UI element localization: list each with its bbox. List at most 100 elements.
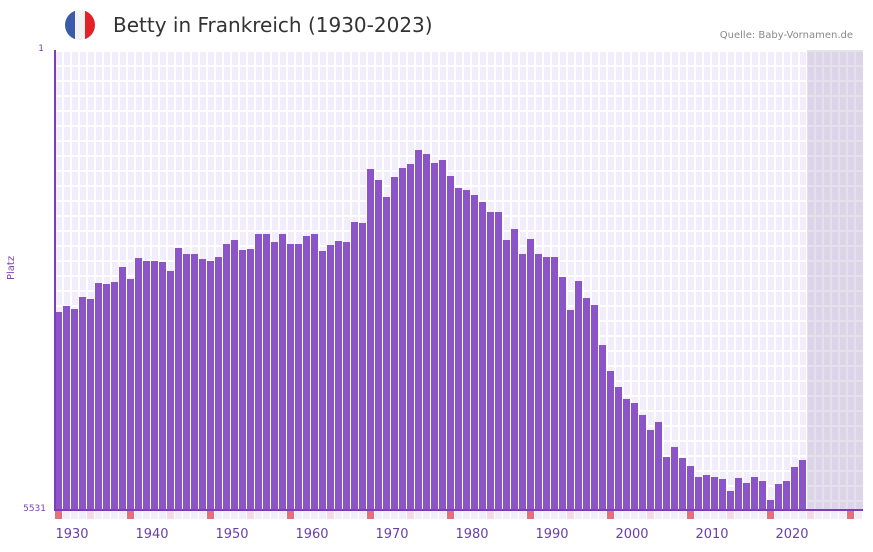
bar-1934[interactable]	[87, 298, 94, 510]
bar-1958[interactable]	[279, 233, 286, 510]
bar-1976[interactable]	[423, 153, 430, 510]
bar-1984[interactable]	[487, 211, 494, 510]
bar-1981[interactable]	[463, 189, 470, 510]
bar-1942[interactable]	[151, 260, 158, 510]
bar-1978[interactable]	[439, 159, 446, 510]
bar-2015[interactable]	[735, 477, 742, 510]
bar-1952[interactable]	[231, 239, 238, 510]
bar-2017[interactable]	[751, 476, 758, 510]
bar-2019[interactable]	[767, 499, 774, 510]
bar-1979[interactable]	[447, 175, 454, 510]
bar-2008[interactable]	[679, 458, 686, 510]
bar-1949[interactable]	[207, 260, 214, 510]
bar-1945[interactable]	[175, 247, 182, 510]
bar-1953[interactable]	[239, 249, 246, 510]
year-tick-1949	[207, 511, 214, 519]
bar-2000[interactable]	[615, 386, 622, 510]
bar-1989[interactable]	[527, 238, 534, 510]
bar-1939[interactable]	[127, 278, 134, 510]
bar-1951[interactable]	[223, 243, 230, 510]
bar-1977[interactable]	[431, 162, 438, 510]
bar-1932[interactable]	[71, 308, 78, 510]
bar-2001[interactable]	[623, 399, 630, 510]
bar-1971[interactable]	[383, 196, 390, 510]
bar-1936[interactable]	[103, 284, 110, 510]
bar-2020[interactable]	[775, 483, 782, 510]
bar-1965[interactable]	[335, 240, 342, 510]
bar-2002[interactable]	[631, 403, 638, 510]
bar-1960[interactable]	[295, 243, 302, 510]
bar-1947[interactable]	[191, 253, 198, 510]
bar-1993[interactable]	[559, 276, 566, 510]
bar-1940[interactable]	[135, 257, 142, 510]
bar-2010[interactable]	[695, 476, 702, 510]
bar-1967[interactable]	[351, 221, 358, 510]
bar-1963[interactable]	[319, 250, 326, 510]
bar-1991[interactable]	[543, 256, 550, 510]
bar-2014[interactable]	[727, 491, 734, 510]
bar-1975[interactable]	[415, 149, 422, 510]
bar-2022[interactable]	[791, 467, 798, 510]
source-credit: Quelle: Baby-Vornamen.de	[719, 30, 853, 41]
bar-1982[interactable]	[471, 194, 478, 510]
bar-2012[interactable]	[711, 476, 718, 510]
bar-1964[interactable]	[327, 244, 334, 510]
bar-2005[interactable]	[655, 422, 662, 510]
bar-1985[interactable]	[495, 211, 502, 510]
bar-1941[interactable]	[143, 260, 150, 510]
bar-1970[interactable]	[375, 179, 382, 510]
bar-1944[interactable]	[167, 270, 174, 510]
bar-2007[interactable]	[671, 447, 678, 510]
bar-1956[interactable]	[263, 233, 270, 510]
bar-1994[interactable]	[567, 309, 574, 510]
bar-1954[interactable]	[247, 248, 254, 510]
bar-1986[interactable]	[503, 239, 510, 510]
bar-1996[interactable]	[583, 297, 590, 510]
bar-1998[interactable]	[599, 344, 606, 510]
bar-1935[interactable]	[95, 283, 102, 510]
bar-1997[interactable]	[591, 304, 598, 510]
bar-1938[interactable]	[119, 266, 126, 510]
bar-1995[interactable]	[575, 280, 582, 510]
bar-1992[interactable]	[551, 256, 558, 510]
bar-2021[interactable]	[783, 480, 790, 510]
bar-1937[interactable]	[111, 282, 118, 510]
year-tick-2025	[815, 511, 822, 519]
bar-2013[interactable]	[719, 478, 726, 510]
bar-1990[interactable]	[535, 253, 542, 510]
year-tick-1937	[111, 511, 118, 519]
bar-2016[interactable]	[743, 482, 750, 510]
bar-1966[interactable]	[343, 241, 350, 510]
bar-1973[interactable]	[399, 167, 406, 510]
bar-1957[interactable]	[271, 241, 278, 510]
bar-1955[interactable]	[255, 233, 262, 510]
bar-1961[interactable]	[303, 235, 310, 510]
bar-1943[interactable]	[159, 261, 166, 510]
bar-1987[interactable]	[511, 228, 518, 510]
bar-1983[interactable]	[479, 201, 486, 510]
bar-1959[interactable]	[287, 243, 294, 510]
bar-2011[interactable]	[703, 474, 710, 510]
bar-2009[interactable]	[687, 466, 694, 510]
x-axis-line	[55, 509, 863, 511]
bar-1946[interactable]	[183, 253, 190, 510]
bar-1962[interactable]	[311, 233, 318, 510]
bar-2006[interactable]	[663, 457, 670, 510]
bar-1974[interactable]	[407, 163, 414, 510]
bar-1988[interactable]	[519, 253, 526, 510]
bar-1930[interactable]	[55, 311, 62, 510]
bar-2023[interactable]	[799, 460, 806, 510]
bar-1968[interactable]	[359, 222, 366, 510]
bar-1950[interactable]	[215, 256, 222, 510]
bar-1933[interactable]	[79, 296, 86, 510]
bar-1999[interactable]	[607, 371, 614, 510]
bar-1931[interactable]	[63, 305, 70, 510]
bar-1969[interactable]	[367, 168, 374, 510]
bar-2003[interactable]	[639, 415, 646, 510]
bar-2004[interactable]	[647, 429, 654, 510]
bar-1972[interactable]	[391, 176, 398, 510]
bar-2018[interactable]	[759, 480, 766, 510]
bar-1948[interactable]	[199, 258, 206, 510]
bar-1980[interactable]	[455, 187, 462, 510]
year-tick-1950	[215, 511, 222, 519]
